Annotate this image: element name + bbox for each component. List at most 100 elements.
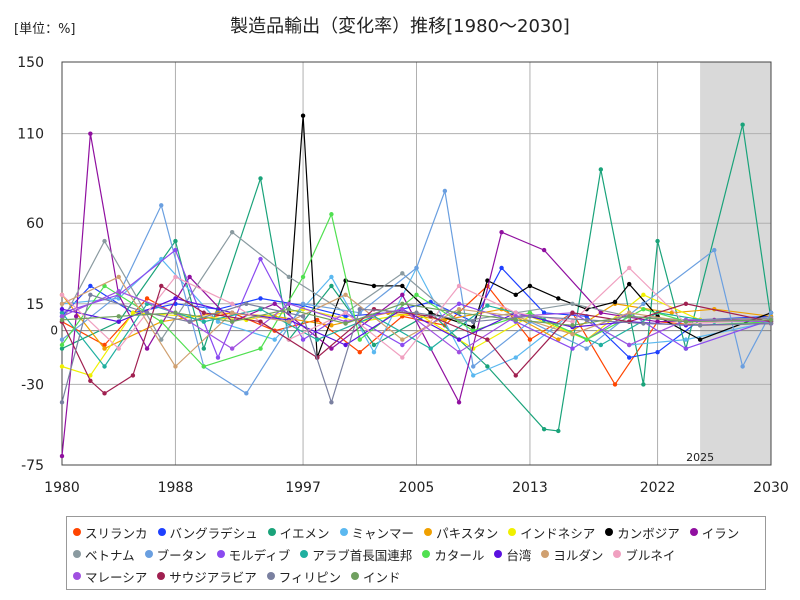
- legend-marker-icon: [605, 528, 614, 536]
- data-point: [59, 292, 65, 298]
- data-point: [59, 453, 65, 459]
- data-point: [343, 314, 348, 319]
- data-point: [215, 319, 221, 324]
- data-point: [400, 337, 405, 342]
- data-point: [343, 310, 348, 315]
- data-point: [286, 301, 292, 306]
- data-point: [59, 314, 65, 319]
- data-point: [59, 310, 65, 315]
- legend-item: サウジアラビア: [157, 565, 257, 587]
- data-point: [570, 323, 575, 328]
- data-point: [627, 342, 632, 348]
- forecast-label: 2025: [686, 451, 714, 464]
- legend-marker-icon: [508, 528, 517, 536]
- data-point: [768, 321, 774, 326]
- data-point: [513, 310, 518, 315]
- legend-marker-icon: [73, 528, 81, 536]
- legend-marker-icon: [300, 550, 309, 558]
- legend-marker-icon: [144, 550, 153, 558]
- data-point: [116, 289, 121, 294]
- data-point: [513, 373, 518, 378]
- data-point: [272, 301, 277, 306]
- series-カンボジア: [286, 113, 774, 360]
- data-point: [456, 283, 462, 289]
- data-point: [456, 306, 462, 312]
- data-point: [102, 342, 107, 348]
- data-point: [88, 378, 93, 384]
- legend-item: イラン: [689, 521, 739, 543]
- data-point: [768, 310, 774, 315]
- data-point: [414, 310, 419, 315]
- data-point: [683, 337, 689, 342]
- data-point: [442, 188, 448, 194]
- legend-label: マレーシア: [85, 569, 148, 585]
- data-point: [130, 310, 136, 315]
- data-point: [499, 229, 504, 235]
- data-point: [173, 274, 178, 280]
- data-point: [669, 310, 674, 315]
- legend-marker-icon: [494, 550, 503, 558]
- data-point: [201, 319, 206, 324]
- data-point: [229, 301, 235, 306]
- x-tick-label: 2022: [640, 480, 676, 496]
- data-point: [414, 292, 419, 298]
- data-point: [570, 310, 575, 315]
- data-point: [173, 247, 178, 253]
- data-point: [768, 317, 774, 323]
- data-point: [485, 364, 490, 369]
- data-point: [627, 265, 632, 271]
- data-point: [144, 346, 150, 351]
- legend-label: ミャンマー: [351, 525, 415, 541]
- data-point: [88, 131, 93, 136]
- legend-item: ブルネイ: [613, 543, 675, 565]
- data-point: [456, 337, 462, 342]
- data-point: [300, 113, 306, 118]
- data-point: [159, 283, 164, 289]
- legend-label: インドネシア: [520, 525, 596, 541]
- legend-label: カタール: [434, 547, 485, 563]
- data-point: [485, 337, 490, 342]
- series-サウジアラビア: [59, 283, 774, 396]
- data-point: [229, 319, 235, 324]
- data-point: [258, 256, 263, 262]
- data-point: [740, 122, 745, 127]
- data-point: [300, 301, 306, 306]
- x-tick-label: 2030: [753, 480, 789, 496]
- data-point: [215, 355, 221, 360]
- data-point: [88, 292, 93, 298]
- data-point: [272, 337, 277, 342]
- data-point: [541, 247, 547, 253]
- data-point: [371, 342, 377, 348]
- legend-marker-icon: [266, 572, 275, 580]
- data-point: [102, 346, 107, 351]
- legend-item: カタール: [422, 543, 484, 565]
- data-point: [329, 323, 334, 328]
- data-point: [329, 274, 334, 280]
- data-point: [570, 301, 575, 306]
- data-point: [357, 349, 362, 355]
- grid-lines: [61, 61, 772, 466]
- legend-label: カンボジア: [617, 525, 680, 541]
- legend-label: サウジアラビア: [169, 569, 257, 585]
- data-point: [315, 317, 320, 323]
- legend-item: ベトナム: [73, 543, 135, 565]
- data-point: [244, 391, 249, 396]
- data-point: [598, 342, 604, 348]
- data-point: [584, 337, 589, 342]
- zero-label: 0: [50, 324, 58, 338]
- legend-item: ブータン: [144, 543, 207, 565]
- forecast-shade: [700, 62, 771, 465]
- legend-label: フィリピン: [278, 569, 342, 585]
- data-point: [187, 274, 192, 280]
- data-point: [471, 324, 476, 330]
- data-point: [229, 346, 235, 351]
- data-point: [102, 364, 107, 369]
- legend-marker-icon: [267, 528, 276, 536]
- data-point: [598, 310, 604, 315]
- data-point: [59, 346, 65, 351]
- data-point: [116, 314, 121, 319]
- data-point: [556, 296, 561, 301]
- legend-marker-icon: [216, 550, 225, 558]
- data-point: [641, 301, 646, 306]
- x-tick-label: 2005: [399, 480, 435, 496]
